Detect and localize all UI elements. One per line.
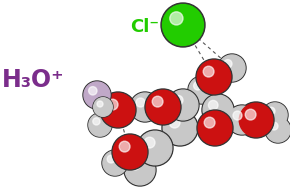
Circle shape (245, 109, 256, 120)
Circle shape (97, 101, 103, 107)
Circle shape (262, 102, 288, 128)
Circle shape (93, 97, 113, 117)
Circle shape (125, 155, 155, 185)
Circle shape (89, 87, 97, 95)
Circle shape (138, 131, 172, 165)
Circle shape (113, 135, 147, 169)
Circle shape (103, 151, 127, 175)
Circle shape (263, 103, 287, 127)
Circle shape (224, 60, 232, 68)
Text: Cl⁻: Cl⁻ (130, 18, 159, 36)
Circle shape (88, 113, 112, 137)
Circle shape (93, 118, 100, 125)
Circle shape (218, 54, 246, 82)
Circle shape (107, 155, 115, 163)
Circle shape (233, 111, 242, 120)
Circle shape (169, 117, 180, 128)
Circle shape (228, 106, 256, 134)
Circle shape (152, 96, 163, 107)
Circle shape (202, 94, 234, 126)
Text: H₃O⁺: H₃O⁺ (2, 68, 65, 92)
Circle shape (102, 150, 128, 176)
Circle shape (266, 118, 290, 142)
Circle shape (144, 137, 155, 148)
Circle shape (137, 130, 173, 166)
Circle shape (170, 12, 183, 25)
Circle shape (168, 90, 198, 120)
Circle shape (163, 111, 197, 145)
Circle shape (162, 110, 198, 146)
Circle shape (130, 92, 160, 122)
Circle shape (189, 77, 215, 103)
Circle shape (130, 160, 140, 170)
Circle shape (161, 3, 205, 47)
Circle shape (209, 100, 218, 110)
Circle shape (83, 81, 111, 109)
Circle shape (124, 154, 156, 186)
Circle shape (145, 89, 181, 125)
Circle shape (238, 102, 274, 138)
Circle shape (203, 95, 233, 125)
Circle shape (136, 98, 145, 107)
Circle shape (203, 66, 214, 77)
Circle shape (119, 141, 130, 152)
Circle shape (219, 55, 245, 81)
Circle shape (101, 93, 135, 127)
Circle shape (227, 105, 257, 135)
Circle shape (204, 117, 215, 128)
Circle shape (197, 110, 233, 146)
Circle shape (162, 5, 204, 46)
Circle shape (267, 107, 275, 115)
Circle shape (196, 59, 232, 95)
Circle shape (194, 82, 202, 90)
Circle shape (146, 90, 180, 124)
Circle shape (188, 76, 216, 104)
Circle shape (270, 122, 278, 130)
Circle shape (167, 89, 199, 121)
Circle shape (89, 114, 111, 136)
Circle shape (112, 134, 148, 170)
Circle shape (197, 60, 231, 94)
Circle shape (94, 98, 112, 116)
Circle shape (107, 99, 118, 110)
Circle shape (173, 95, 183, 105)
Circle shape (100, 92, 136, 128)
Circle shape (239, 103, 273, 137)
Circle shape (198, 111, 232, 145)
Circle shape (265, 117, 290, 143)
Circle shape (131, 93, 159, 121)
Circle shape (84, 82, 110, 108)
